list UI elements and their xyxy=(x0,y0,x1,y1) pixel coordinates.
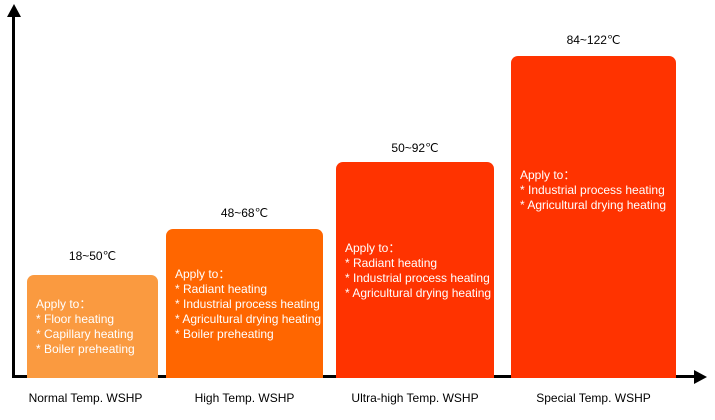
application-item: * Floor heating xyxy=(36,312,115,326)
temp-range-label-high: 48~68℃ xyxy=(220,206,269,220)
category-label-ultra-high: Ultra-high Temp. WSHP xyxy=(351,391,479,405)
apply-to-block: Apply to： * Radiant heating * Industrial… xyxy=(336,241,494,301)
category-label-normal: Normal Temp. WSHP xyxy=(28,391,143,405)
application-item: * Radiant heating xyxy=(345,256,438,270)
apply-to-heading: Apply to： xyxy=(36,297,92,311)
application-item: * Industrial process heating xyxy=(520,183,665,197)
y-axis-arrow-icon xyxy=(7,4,21,17)
category-label-high: High Temp. WSHP xyxy=(194,391,295,405)
apply-to-heading: Apply to： xyxy=(345,241,401,255)
apply-to-block: Apply to： * Floor heating * Capillary he… xyxy=(27,297,158,357)
category-label-special: Special Temp. WSHP xyxy=(536,391,651,405)
application-item: * Boiler preheating xyxy=(36,342,135,356)
application-item: * Boiler preheating xyxy=(175,327,274,341)
bar-normal-temp-wshp: Apply to： * Floor heating * Capillary he… xyxy=(27,275,158,378)
bar-high-temp-wshp: Apply to： * Radiant heating * Industrial… xyxy=(166,229,323,378)
application-item: * Radiant heating xyxy=(175,282,268,296)
application-item: * Agricultural drying heating xyxy=(520,198,667,212)
x-axis-arrow-icon xyxy=(694,370,707,384)
apply-to-block: Apply to： * Radiant heating * Industrial… xyxy=(166,267,323,342)
temp-range-label-normal: 18~50℃ xyxy=(68,249,117,263)
application-item: * Industrial process heating xyxy=(175,297,320,311)
apply-to-heading: Apply to： xyxy=(175,267,231,281)
temp-range-label-ultra-high: 50~92℃ xyxy=(391,141,439,155)
application-item: * Agricultural drying heating xyxy=(345,286,492,300)
bar-special-temp-wshp: Apply to： * Industrial process heating *… xyxy=(511,56,676,378)
apply-to-heading: Apply to： xyxy=(520,168,576,182)
application-item: * Industrial process heating xyxy=(345,271,490,285)
application-item: * Agricultural drying heating xyxy=(175,312,322,326)
application-item: * Capillary heating xyxy=(36,327,134,341)
temp-range-label-special: 84~122℃ xyxy=(566,33,621,47)
y-axis-line xyxy=(12,14,15,378)
apply-to-block: Apply to： * Industrial process heating *… xyxy=(511,168,676,213)
bar-ultra-high-temp-wshp: Apply to： * Radiant heating * Industrial… xyxy=(336,162,494,378)
